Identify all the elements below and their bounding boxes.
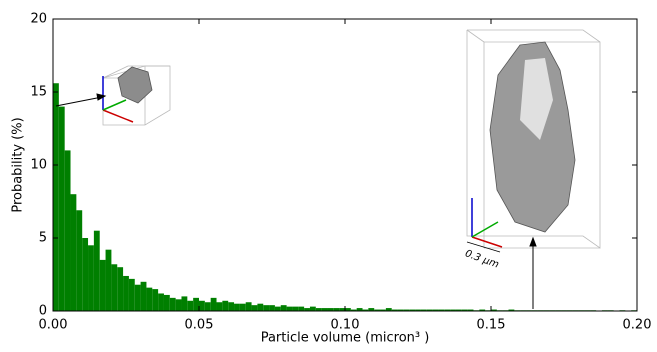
bar (228, 302, 234, 311)
x-tick-label: 0.00 (39, 318, 68, 333)
bar (292, 307, 298, 311)
bar (135, 285, 141, 311)
y-tick-label: 10 (30, 158, 47, 173)
bar (217, 302, 223, 311)
chart: 0.3 μm Particle volume (micron³ ) Probab… (0, 0, 657, 348)
bar (222, 301, 228, 311)
bar (269, 305, 275, 311)
bar (205, 302, 211, 311)
bar (187, 301, 193, 311)
bar (146, 288, 152, 311)
bar (170, 298, 176, 311)
bar (94, 231, 100, 311)
bar (263, 305, 269, 311)
bar (211, 298, 217, 311)
bar (257, 304, 263, 311)
bar (252, 305, 258, 311)
x-tick-label: 0.05 (185, 318, 214, 333)
bar (176, 299, 182, 311)
small-particle-inset (103, 66, 170, 125)
annotation: 0.3 μm (463, 248, 500, 270)
large-particle-inset (467, 30, 600, 252)
x-tick-label: 0.20 (623, 318, 652, 333)
bar (117, 267, 123, 311)
x-tick-label: 0.15 (477, 318, 506, 333)
y-tick-label: 5 (39, 231, 47, 246)
y-axis-label: Probability (%) (11, 117, 26, 212)
bar (59, 107, 65, 311)
bar (71, 194, 77, 311)
y-tick-label: 15 (30, 85, 47, 100)
bar (240, 304, 246, 311)
bar (298, 307, 304, 311)
bar (246, 302, 252, 311)
bar (82, 238, 88, 311)
bar (158, 293, 164, 311)
bar (53, 83, 59, 311)
bar (287, 307, 293, 311)
y-tick-label: 0 (39, 304, 47, 319)
bar (141, 282, 147, 311)
bar (234, 304, 240, 311)
bar (310, 307, 316, 311)
bar (65, 150, 71, 311)
bar (193, 298, 199, 311)
bar (164, 295, 170, 311)
bar (199, 301, 205, 311)
y-tick-label: 20 (30, 12, 47, 27)
bar (106, 250, 112, 311)
bar (152, 289, 158, 311)
bar (129, 279, 135, 311)
bar (275, 307, 281, 311)
bar (181, 296, 187, 311)
bar (100, 260, 106, 311)
x-tick-label: 0.10 (331, 318, 360, 333)
bar (88, 245, 94, 311)
bar (111, 264, 117, 311)
bar (76, 210, 82, 311)
x-axis-label: Particle volume (micron³ ) (261, 331, 430, 346)
bar (281, 305, 287, 311)
bar (123, 276, 129, 311)
